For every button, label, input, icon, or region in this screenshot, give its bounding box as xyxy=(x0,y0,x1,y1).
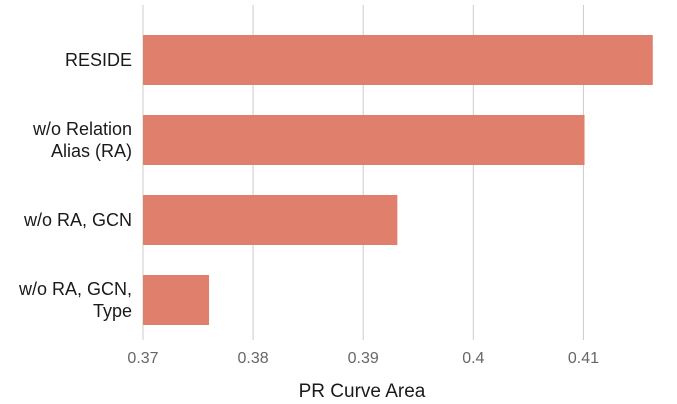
x-tick-label: 0.38 xyxy=(238,350,269,367)
category-label: w/o RA, GCN, xyxy=(18,279,132,299)
bar xyxy=(143,195,398,245)
x-tick-label: 0.39 xyxy=(348,350,379,367)
bar xyxy=(143,275,210,325)
x-axis-title: PR Curve Area xyxy=(299,381,426,402)
bar xyxy=(143,115,585,165)
x-tick-label: 0.41 xyxy=(568,350,599,367)
category-label: w/o RA, GCN xyxy=(23,210,132,230)
bars xyxy=(143,35,653,325)
x-tick-label: 0.4 xyxy=(462,350,484,367)
category-label: Alias (RA) xyxy=(51,141,132,161)
x-tick-labels: 0.37 0.38 0.39 0.4 0.41 xyxy=(127,350,599,367)
category-label: RESIDE xyxy=(65,50,132,70)
x-tick-label: 0.37 xyxy=(127,350,158,367)
bar xyxy=(143,35,653,85)
category-label: w/o Relation xyxy=(32,119,132,139)
category-label: Type xyxy=(93,301,132,321)
